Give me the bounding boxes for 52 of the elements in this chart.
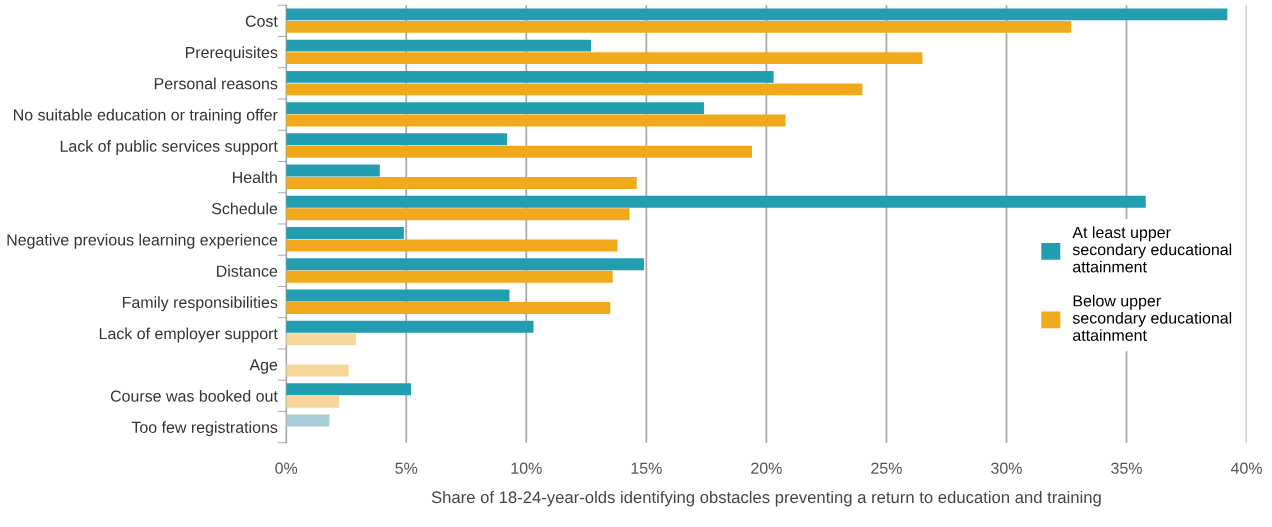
bar	[286, 258, 644, 271]
y-tick-label: Negative previous learning experience	[7, 233, 278, 249]
x-axis-title: Share of 18-24-year-olds identifying obstacles preventing a return to education and training	[431, 490, 1101, 507]
x-tick-label: 0%	[275, 462, 298, 474]
bar	[286, 227, 404, 239]
bar	[286, 414, 330, 427]
x-tick-label: 25%	[871, 462, 902, 474]
y-tick-label: Distance	[217, 265, 278, 277]
bar	[286, 52, 923, 65]
bar	[286, 302, 611, 314]
y-tick-label: Course was booked out	[110, 390, 278, 402]
x-tick-label: 20%	[751, 462, 782, 474]
legend-label: At least upper secondary educational attainment	[1072, 226, 1232, 273]
bar	[286, 383, 412, 396]
x-tick-label: 40%	[1230, 462, 1262, 474]
x-tick-label: 35%	[1111, 462, 1142, 474]
bar	[286, 333, 356, 346]
bar	[286, 8, 1228, 21]
bar	[286, 102, 704, 114]
bar	[286, 83, 863, 96]
y-tick-label: Health	[233, 171, 277, 184]
bar	[286, 320, 534, 333]
bar	[286, 270, 613, 283]
y-tick-label: Cost	[245, 15, 278, 27]
x-tick-label: 5%	[395, 462, 418, 474]
y-tick-label: Too few registrations	[131, 421, 278, 437]
y-tick-label: Schedule	[211, 202, 278, 215]
y-tick-label: Age	[249, 359, 278, 374]
y-tick-label: Lack of public services support	[60, 140, 278, 155]
bar	[286, 20, 1072, 33]
bar	[286, 70, 774, 83]
legend-label: Below upper secondary educational attainment	[1072, 294, 1232, 341]
bar	[286, 145, 752, 158]
x-tick-label: 10%	[511, 462, 542, 474]
y-tick-label: Prerequisites	[185, 46, 278, 62]
bar	[286, 395, 340, 408]
bar	[286, 208, 630, 221]
bar	[286, 195, 1146, 208]
y-tick-label: Family responsibilities	[122, 296, 278, 312]
bar	[286, 133, 508, 146]
y-tick-label: Lack of employer support	[99, 327, 278, 343]
bar	[286, 164, 380, 177]
x-tick-label: 15%	[631, 462, 662, 474]
bar	[286, 114, 786, 127]
bar	[286, 289, 510, 302]
bar	[286, 364, 349, 377]
bar	[286, 177, 637, 189]
x-tick-label: 30%	[991, 462, 1022, 474]
bar	[286, 39, 592, 52]
y-tick-label: Personal reasons	[154, 77, 278, 90]
bar	[286, 239, 618, 252]
y-tick-label: No suitable education or training offer	[14, 108, 278, 124]
